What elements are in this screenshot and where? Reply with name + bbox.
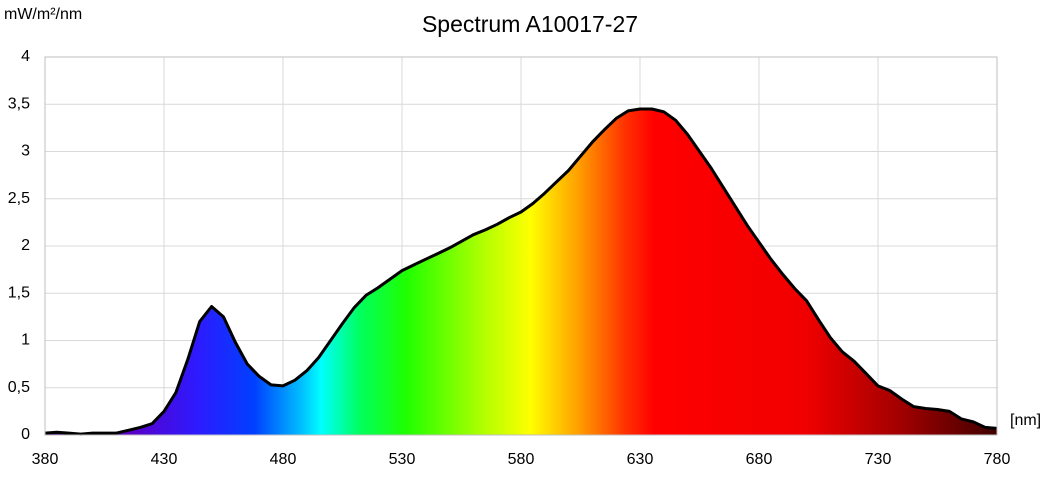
x-tick-label: 430 [151,451,178,468]
x-tick-label: 680 [746,451,773,468]
y-tick-label: 1 [21,332,30,349]
y-tick-label: 0 [21,426,30,443]
x-tick-label: 630 [627,451,654,468]
x-tick-label: 480 [270,451,297,468]
x-axis-label: [nm] [1010,412,1041,429]
x-tick-label: 580 [508,451,535,468]
y-tick-label: 4 [21,48,30,65]
chart-title: Spectrum A10017-27 [422,11,638,37]
y-tick-label: 2,5 [8,190,30,207]
y-tick-label: 1,5 [8,284,30,301]
x-tick-label: 730 [865,451,892,468]
y-axis-label: mW/m²/nm [4,6,82,23]
spectrum-line [44,107,998,436]
y-tick-label: 2 [21,237,30,254]
plot-border [44,56,998,436]
x-tick-label: 530 [389,451,416,468]
spectrum-area [45,109,997,435]
x-tick-label: 380 [32,451,59,468]
y-tick-label: 0,5 [8,379,30,396]
x-tick-label: 780 [984,451,1011,468]
y-tick-label: 3,5 [8,95,30,112]
y-tick-label: 3 [21,143,30,160]
